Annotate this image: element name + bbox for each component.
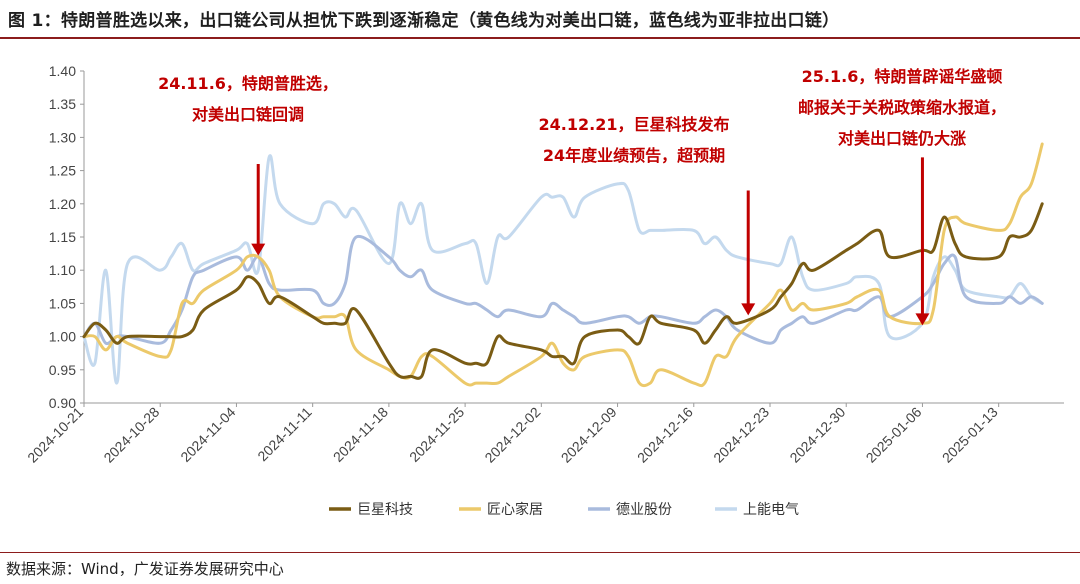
legend-label: 匠心家居 [487, 501, 543, 518]
x-tick-label: 2024-11-04 [177, 404, 238, 465]
y-tick-label: 1.40 [49, 63, 76, 79]
y-tick-label: 1.10 [49, 262, 76, 278]
annotation-text: 对美出口链仍大涨 [838, 129, 966, 148]
y-tick-label: 1.30 [49, 129, 76, 145]
y-tick-label: 1.00 [49, 329, 76, 345]
x-tick-label: 2024-12-30 [786, 404, 848, 466]
y-tick-label: 1.35 [49, 96, 76, 112]
annotation-text: 邮报关于关税政策缩水报道， [798, 98, 1006, 117]
series-lines [82, 142, 1044, 388]
annotation-text: 24.11.6，特朗普胜选， [158, 74, 338, 93]
series-line [82, 154, 1044, 385]
y-tick-label: 1.25 [49, 163, 76, 179]
annotation-text: 24年度业绩预告，超预期 [543, 146, 725, 165]
x-tick-label: 2024-12-02 [481, 404, 543, 466]
line-chart: 1.40 1.35 1.30 1.25 1.20 1.15 1.10 1.05 1.00 0.95… [24, 63, 1064, 518]
y-tick-label: 0.90 [49, 395, 76, 411]
source-note: 数据来源：Wind，广发证券发展研究中心 [6, 560, 284, 578]
legend: 巨星科技 匠心家居 德业股份 上能电气 [329, 501, 799, 518]
x-tick-label: 2024-11-18 [330, 404, 391, 465]
title-rule [0, 37, 1080, 39]
x-tick-label: 2024-11-25 [406, 404, 467, 465]
annotation-arrow-head [251, 243, 266, 256]
x-tick-label: 2025-01-06 [863, 404, 925, 466]
annotation-arrow-head [741, 303, 756, 316]
x-tick-label: 2024-10-28 [100, 404, 162, 466]
x-tick-label: 2024-12-23 [710, 404, 772, 466]
x-tick-label: 2024-11-11 [254, 404, 315, 465]
legend-label: 上能电气 [743, 502, 799, 518]
y-tick-label: 1.15 [49, 229, 76, 245]
annotations: 24.11.6，特朗普胜选， 对美出口链回调 24.12.21，巨星科技发布 24年度… [158, 67, 1006, 326]
series-line [82, 202, 1044, 380]
x-tick-label: 2024-10-21 [24, 404, 86, 466]
x-tick-label: 2024-12-16 [634, 404, 696, 466]
legend-label: 巨星科技 [357, 502, 413, 518]
figure-title: 图 1：特朗普胜选以来，出口链公司从担忧下跌到逐渐稳定（黄色线为对美出口链，蓝色… [8, 11, 840, 31]
figure-header: 图 1：特朗普胜选以来，出口链公司从担忧下跌到逐渐稳定（黄色线为对美出口链，蓝色… [0, 0, 1080, 39]
series-line [82, 142, 1044, 388]
y-tick-label: 0.95 [49, 362, 76, 378]
x-tick-label: 2025-01-13 [939, 404, 1001, 466]
legend-label: 德业股份 [616, 502, 672, 518]
annotation-arrow-head [915, 313, 930, 326]
x-tick-label: 2024-12-09 [558, 404, 620, 466]
y-tick-label: 1.05 [49, 295, 76, 311]
annotation-text: 24.12.21，巨星科技发布 [539, 115, 730, 134]
y-tick-label: 1.20 [49, 196, 76, 212]
footer-rule [0, 552, 1080, 553]
annotation-text: 对美出口链回调 [192, 105, 304, 124]
annotation-text: 25.1.6，特朗普辟谣华盛顿 [802, 67, 1003, 86]
